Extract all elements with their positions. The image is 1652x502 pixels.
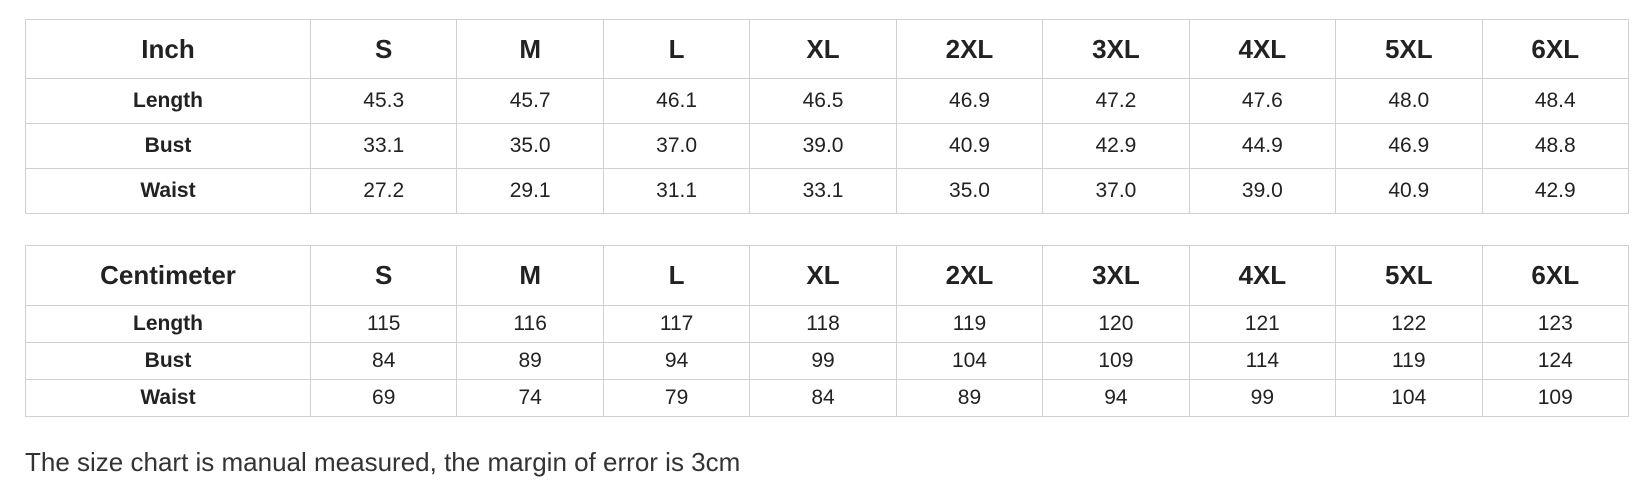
size-header-cell: 3XL bbox=[1042, 245, 1190, 306]
measurement-value-cell: 40.9 bbox=[1335, 168, 1483, 214]
measurement-value-cell: 39.0 bbox=[1188, 168, 1337, 214]
measurement-value-cell: 45.7 bbox=[456, 78, 604, 124]
measurement-value-cell: 39.0 bbox=[749, 123, 897, 169]
measurement-value-cell: 40.9 bbox=[895, 123, 1044, 169]
measurement-value-cell: 104 bbox=[895, 342, 1044, 380]
measurement-value-cell: 37.0 bbox=[1042, 168, 1190, 214]
size-header-cell: 6XL bbox=[1481, 245, 1629, 306]
size-header-cell: S bbox=[309, 19, 458, 79]
measurement-value-cell: 42.9 bbox=[1042, 123, 1190, 169]
size-header-cell: M bbox=[456, 245, 604, 306]
measurement-value-cell: 47.6 bbox=[1188, 78, 1337, 124]
measurement-value-cell: 45.3 bbox=[309, 78, 458, 124]
measurement-value-cell: 118 bbox=[749, 305, 897, 343]
measurement-value-cell: 46.9 bbox=[1335, 123, 1483, 169]
measurement-value-cell: 29.1 bbox=[456, 168, 604, 214]
measurement-value-cell: 89 bbox=[895, 379, 1044, 417]
measurement-value-cell: 89 bbox=[456, 342, 604, 380]
measurement-label-cell: Bust bbox=[25, 342, 311, 380]
measurement-value-cell: 35.0 bbox=[456, 123, 604, 169]
measurement-value-cell: 44.9 bbox=[1188, 123, 1337, 169]
measurement-row: Length 115 116 117 118 119 120 121 122 123 bbox=[25, 305, 1629, 343]
size-table-centimeter: Centimeter S M L XL 2XL 3XL 4XL 5XL 6XL Length 115 1… bbox=[25, 245, 1629, 417]
measurement-value-cell: 48.0 bbox=[1335, 78, 1483, 124]
measurement-value-cell: 123 bbox=[1481, 305, 1629, 343]
size-header-cell: 2XL bbox=[895, 245, 1044, 306]
measurement-row: Bust 33.1 35.0 37.0 39.0 40.9 42.9 44.9 46.9 48.8 bbox=[25, 123, 1629, 169]
measurement-note: The size chart is manual measured, the m… bbox=[25, 447, 741, 477]
measurement-value-cell: 35.0 bbox=[895, 168, 1044, 214]
measurement-value-cell: 119 bbox=[895, 305, 1044, 343]
measurement-value-cell: 84 bbox=[749, 379, 897, 417]
measurement-value-cell: 37.0 bbox=[602, 123, 751, 169]
measurement-value-cell: 46.5 bbox=[749, 78, 897, 124]
measurement-label-cell: Length bbox=[25, 78, 311, 124]
measurement-value-cell: 31.1 bbox=[602, 168, 751, 214]
header-row: Centimeter S M L XL 2XL 3XL 4XL 5XL 6XL bbox=[25, 245, 1629, 306]
size-header-cell: 5XL bbox=[1335, 245, 1483, 306]
unit-header-cell: Inch bbox=[25, 19, 311, 79]
measurement-label-cell: Length bbox=[25, 305, 311, 343]
measurement-row: Length 45.3 45.7 46.1 46.5 46.9 47.2 47.6 48.0 48… bbox=[25, 78, 1629, 124]
measurement-value-cell: 117 bbox=[602, 305, 751, 343]
measurement-value-cell: 27.2 bbox=[309, 168, 458, 214]
header-row: Inch S M L XL 2XL 3XL 4XL 5XL 6XL bbox=[25, 19, 1629, 79]
measurement-value-cell: 120 bbox=[1042, 305, 1190, 343]
measurement-value-cell: 33.1 bbox=[749, 168, 897, 214]
measurement-row: Bust 84 89 94 99 104 109 114 119 124 bbox=[25, 342, 1629, 380]
measurement-value-cell: 84 bbox=[309, 342, 458, 380]
measurement-value-cell: 122 bbox=[1335, 305, 1483, 343]
measurement-value-cell: 109 bbox=[1481, 379, 1629, 417]
size-table-inch: Inch S M L XL 2XL 3XL 4XL 5XL 6XL Length 45.3 45.7 46… bbox=[25, 19, 1629, 214]
measurement-value-cell: 42.9 bbox=[1481, 168, 1629, 214]
size-header-cell: 3XL bbox=[1042, 19, 1190, 79]
measurement-value-cell: 46.1 bbox=[602, 78, 751, 124]
size-header-cell: XL bbox=[749, 245, 897, 306]
size-header-cell: M bbox=[456, 19, 604, 79]
size-chart-page: Inch S M L XL 2XL 3XL 4XL 5XL 6XL Length 45.3 45.7 46… bbox=[25, 19, 1629, 477]
size-header-cell: L bbox=[602, 19, 751, 79]
measurement-value-cell: 46.9 bbox=[895, 78, 1044, 124]
measurement-value-cell: 104 bbox=[1335, 379, 1483, 417]
measurement-value-cell: 119 bbox=[1335, 342, 1483, 380]
measurement-value-cell: 48.4 bbox=[1481, 78, 1629, 124]
size-header-cell: XL bbox=[749, 19, 897, 79]
size-header-cell: 4XL bbox=[1188, 245, 1337, 306]
measurement-value-cell: 115 bbox=[309, 305, 458, 343]
measurement-value-cell: 94 bbox=[1042, 379, 1190, 417]
unit-header-cell: Centimeter bbox=[25, 245, 311, 306]
measurement-row: Waist 27.2 29.1 31.1 33.1 35.0 37.0 39.0 40.9 42.… bbox=[25, 168, 1629, 214]
measurement-label-cell: Bust bbox=[25, 123, 311, 169]
size-header-cell: 6XL bbox=[1481, 19, 1629, 79]
measurement-value-cell: 79 bbox=[602, 379, 751, 417]
measurement-value-cell: 94 bbox=[602, 342, 751, 380]
measurement-value-cell: 33.1 bbox=[309, 123, 458, 169]
measurement-value-cell: 48.8 bbox=[1481, 123, 1629, 169]
size-header-cell: L bbox=[602, 245, 751, 306]
measurement-value-cell: 99 bbox=[749, 342, 897, 380]
measurement-value-cell: 121 bbox=[1188, 305, 1337, 343]
size-header-cell: 5XL bbox=[1335, 19, 1483, 79]
size-header-cell: 2XL bbox=[895, 19, 1044, 79]
measurement-value-cell: 109 bbox=[1042, 342, 1190, 380]
measurement-value-cell: 99 bbox=[1188, 379, 1337, 417]
size-header-cell: S bbox=[309, 245, 458, 306]
measurement-label-cell: Waist bbox=[25, 168, 311, 214]
size-header-cell: 4XL bbox=[1188, 19, 1337, 79]
measurement-value-cell: 116 bbox=[456, 305, 604, 343]
measurement-value-cell: 124 bbox=[1481, 342, 1629, 380]
measurement-value-cell: 74 bbox=[456, 379, 604, 417]
measurement-value-cell: 114 bbox=[1188, 342, 1337, 380]
measurement-label-cell: Waist bbox=[25, 379, 311, 417]
measurement-value-cell: 69 bbox=[309, 379, 458, 417]
measurement-value-cell: 47.2 bbox=[1042, 78, 1190, 124]
measurement-row: Waist 69 74 79 84 89 94 99 104 109 bbox=[25, 379, 1629, 417]
